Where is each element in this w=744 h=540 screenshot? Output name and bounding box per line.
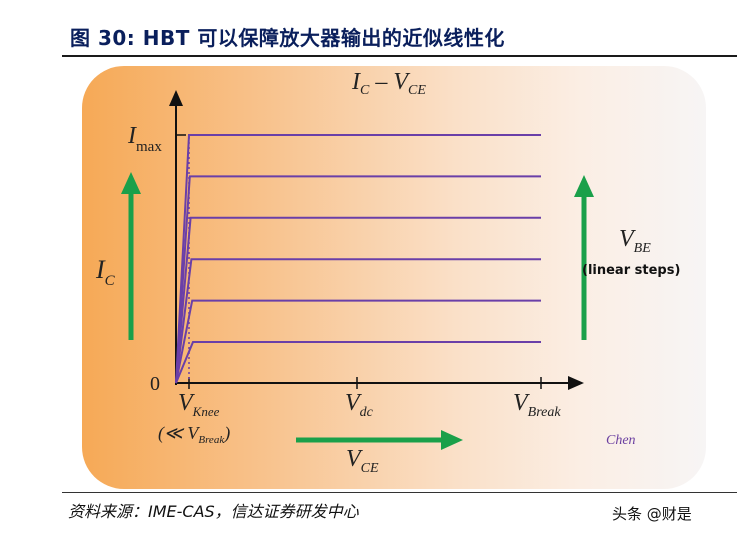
ic-curve	[175, 216, 541, 384]
watermark: 头条 @财是	[612, 505, 692, 523]
footer-rule	[62, 492, 737, 493]
ic-curve	[175, 299, 541, 384]
ic-curve	[175, 134, 541, 384]
vbe-increase-arrowhead	[574, 175, 594, 197]
vbreak-label: VBreak	[513, 390, 561, 420]
source-note: 资料来源：IME-CAS，信达证券研发中心	[68, 502, 359, 521]
origin-label: 0	[150, 373, 160, 395]
title-rule	[62, 55, 737, 57]
linear-steps-note: (linear steps)	[582, 263, 680, 278]
author-label: Chen	[606, 433, 636, 448]
vbe-label: VBE	[619, 226, 651, 256]
ic-curve	[175, 175, 541, 384]
x-axis-arrowhead	[568, 376, 584, 390]
ic-side-label: IC	[95, 255, 116, 289]
imax-label: Imax	[127, 123, 162, 155]
header-label: IC – VCE	[351, 69, 426, 98]
vknee-note: (≪ VBreak)	[158, 423, 230, 446]
figure-title: 图 30: HBT 可以保障放大器输出的近似线性化	[70, 26, 505, 50]
vknee-label: VKnee	[178, 390, 220, 419]
vce-increase-arrowhead	[441, 430, 463, 450]
ic-curve	[175, 341, 541, 384]
y-axis-arrowhead	[169, 90, 183, 106]
ic-curve	[175, 258, 541, 384]
vdc-label: Vdc	[345, 390, 374, 420]
ic-increase-arrowhead	[121, 172, 141, 194]
ic-curves	[175, 134, 541, 384]
vce-bottom-label: VCE	[346, 446, 379, 476]
